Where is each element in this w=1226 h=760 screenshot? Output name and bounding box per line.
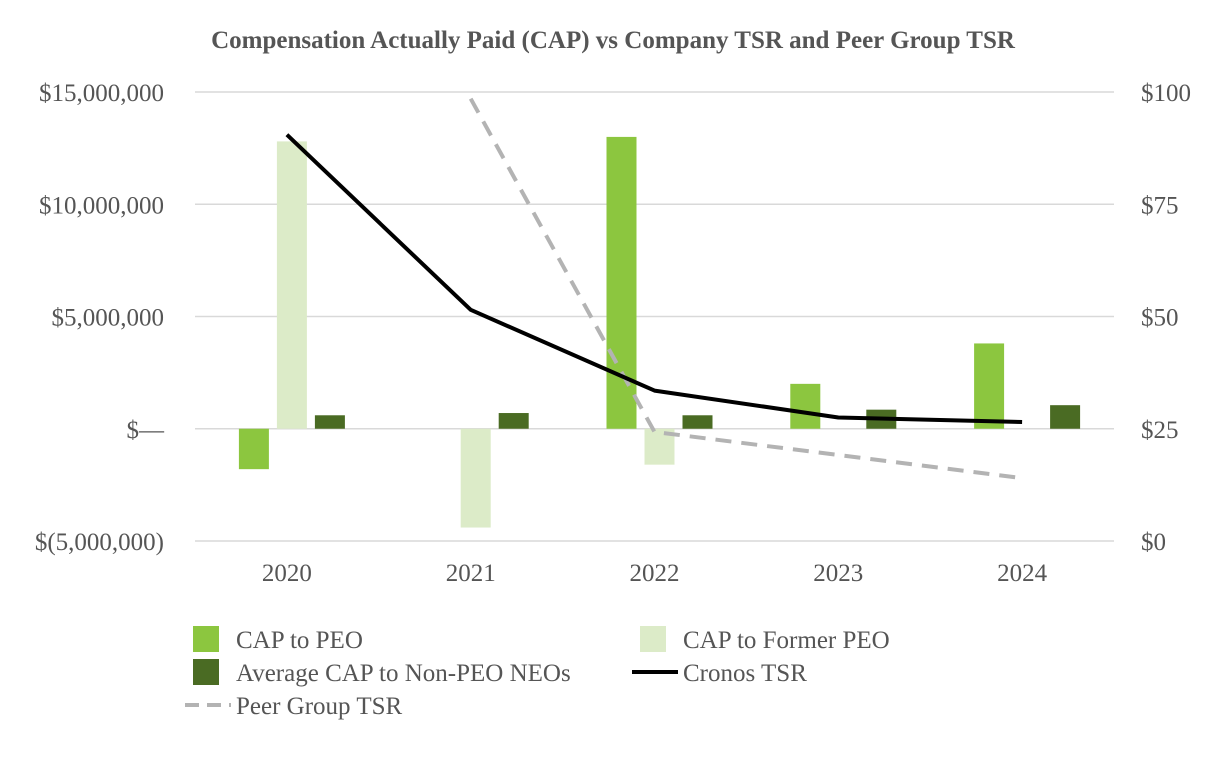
legend-swatch — [193, 659, 219, 685]
right-tick-label: $0 — [1141, 529, 1166, 556]
legend-item-cap-to-former-peo: CAP to Former PEO — [640, 626, 890, 654]
x-tick-label: 2022 — [630, 560, 680, 587]
x-tick-label: 2020 — [262, 560, 312, 587]
right-tick-label: $75 — [1141, 192, 1179, 219]
legend-swatch — [640, 626, 666, 652]
right-tick-label: $100 — [1141, 80, 1191, 107]
legend-item-cap-to-peo: CAP to PEO — [193, 626, 363, 654]
bar-average-cap-to-non-peo-neos-2020 — [314, 415, 345, 429]
bar-cap-to-former-peo-2020 — [276, 141, 307, 429]
bar-cap-to-former-peo-2021 — [460, 428, 491, 528]
gridlines — [195, 91, 1114, 542]
x-tick-label: 2024 — [997, 560, 1048, 587]
left-tick-label: $15,000,000 — [39, 80, 164, 107]
right-tick-label: $25 — [1141, 417, 1179, 444]
legend-item-peer-group-tsr: Peer Group TSR — [185, 693, 403, 720]
left-tick-label: $10,000,000 — [39, 192, 164, 219]
legend-item-cronos-tsr: Cronos TSR — [632, 660, 807, 687]
legend-label: Peer Group TSR — [236, 693, 403, 720]
tsr-lines — [285, 97, 1023, 481]
chart-title: Compensation Actually Paid (CAP) vs Comp… — [211, 27, 1016, 54]
x-tick-label: 2023 — [813, 560, 863, 587]
line-peer-group-tsr — [468, 97, 1023, 481]
left-tick-label: $5,000,000 — [52, 305, 165, 332]
line-cronos-tsr — [285, 133, 1023, 424]
legend-label: Average CAP to Non-PEO NEOs — [236, 660, 571, 687]
bar-cap-to-peo-2022 — [606, 136, 637, 429]
left-tick-label: $(5,000,000) — [35, 529, 164, 556]
bar-average-cap-to-non-peo-neos-2022 — [682, 415, 713, 429]
bar-cap-to-peo-2024 — [974, 343, 1005, 429]
left-axis-ticks: $15,000,000 $10,000,000 $5,000,000 $— $(5,00… — [35, 80, 165, 556]
legend-swatch — [193, 626, 219, 652]
right-tick-label: $50 — [1141, 305, 1179, 332]
bars — [238, 136, 1081, 528]
right-axis-ticks: $100 $75 $50 $25 $0 — [1141, 80, 1191, 556]
x-tick-label: 2021 — [446, 560, 496, 587]
bar-average-cap-to-non-peo-neos-2024 — [1050, 405, 1081, 429]
bar-cap-to-peo-2023 — [790, 383, 821, 429]
bar-average-cap-to-non-peo-neos-2021 — [498, 413, 529, 429]
left-tick-label: $— — [127, 417, 166, 444]
legend-label: CAP to Former PEO — [683, 627, 890, 654]
legend-label: Cronos TSR — [683, 660, 807, 687]
bar-cap-to-peo-2020 — [238, 428, 269, 470]
legend: CAP to PEO CAP to Former PEO Average CAP t… — [185, 626, 890, 720]
legend-item-average-cap-to-non-peo-neos: Average CAP to Non-PEO NEOs — [193, 659, 571, 687]
legend-label: CAP to PEO — [236, 627, 363, 654]
x-axis-ticks: 2020 2021 2022 2023 2024 — [262, 560, 1048, 587]
